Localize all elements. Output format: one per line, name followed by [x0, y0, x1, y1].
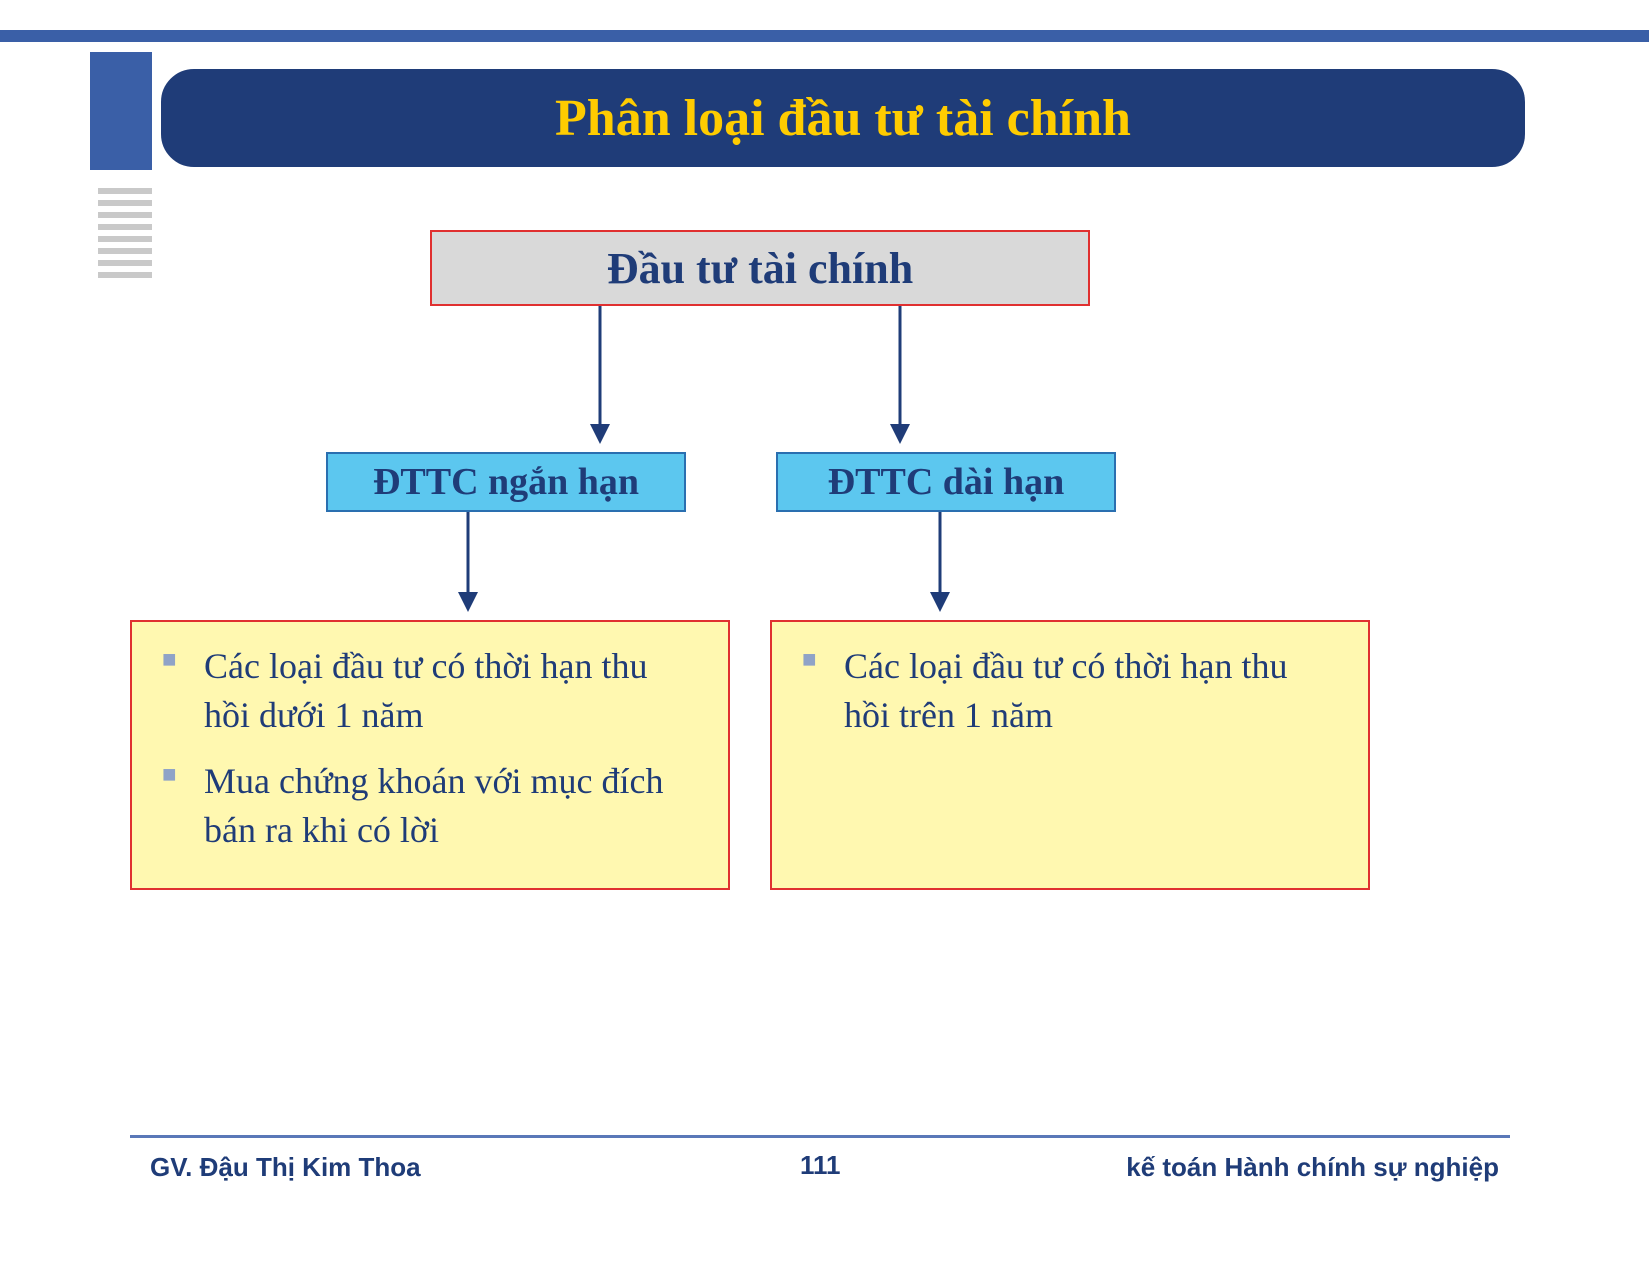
arrows-layer: [0, 0, 1649, 1274]
footer-author: GV. Đậu Thị Kim Thoa: [150, 1152, 421, 1183]
footer-course: kế toán Hành chính sự nghiệp: [1126, 1152, 1499, 1183]
footer-rule: [130, 1135, 1510, 1138]
slide: Phân loại đầu tư tài chính Đầu tư tài ch…: [0, 0, 1649, 1274]
footer-page-number: 111: [800, 1150, 841, 1181]
